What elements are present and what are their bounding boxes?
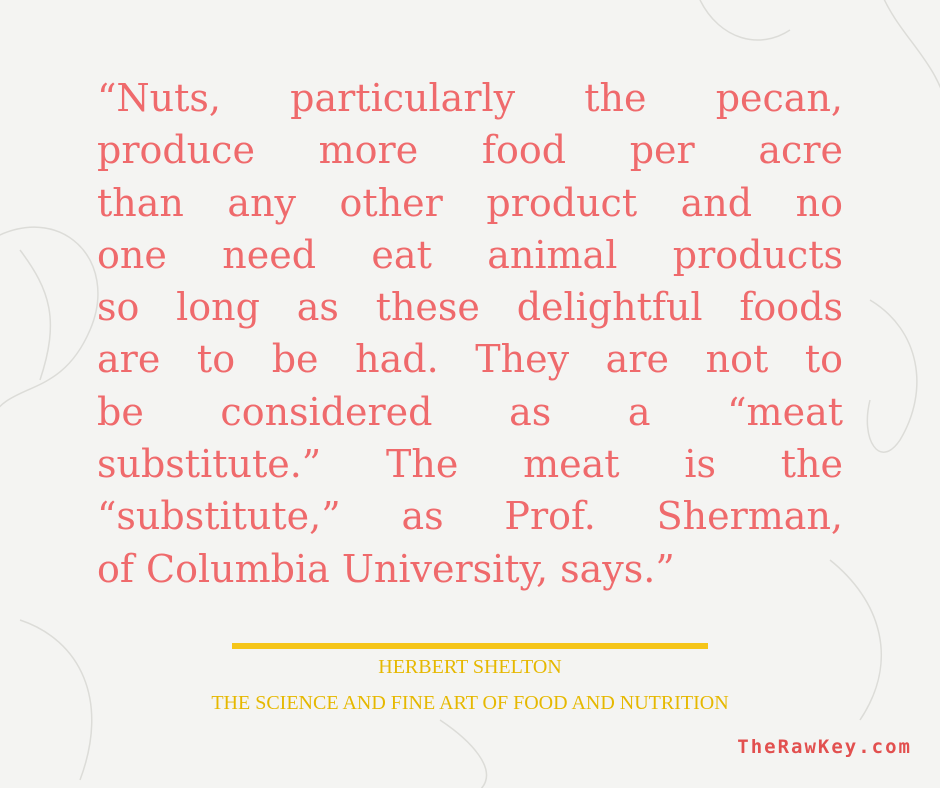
quote-line: than any other product and no [97,180,843,225]
quote: “Nuts, particularly the pecan, produce mo… [97,72,843,595]
quote-line: produce more food per acre [97,128,843,173]
quote-line: so long as these delightful foods [97,285,843,330]
website: TheRawKey.com [737,736,912,758]
quote-line: of Columbia University, says.” [97,546,675,591]
quote-line: be considered as a “meat [97,389,843,434]
quote-line: “substitute,” as Prof. Sherman, [97,494,843,539]
source: THE SCIENCE AND FINE ART OF FOOD AND NUT… [211,692,729,714]
quote-line: are to be had. They are not to [97,337,843,382]
quote-line: substitute.” The meat is the [97,442,843,487]
divider [232,643,708,649]
author: HERBERT SHELTON [378,656,562,678]
quote-line: “Nuts, particularly the pecan, [97,76,843,120]
quote-line: one need eat animal products [97,232,843,277]
